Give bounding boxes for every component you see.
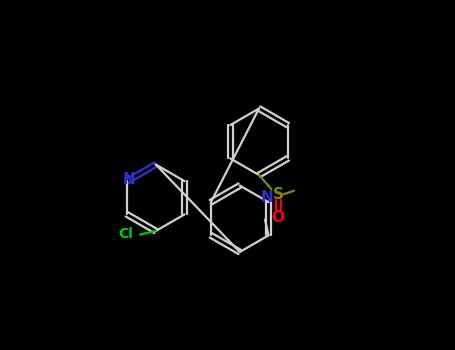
Text: N: N — [122, 172, 135, 187]
Text: S: S — [273, 187, 284, 202]
Text: N: N — [260, 190, 273, 205]
Text: O: O — [272, 210, 285, 224]
Text: Cl: Cl — [119, 228, 133, 241]
